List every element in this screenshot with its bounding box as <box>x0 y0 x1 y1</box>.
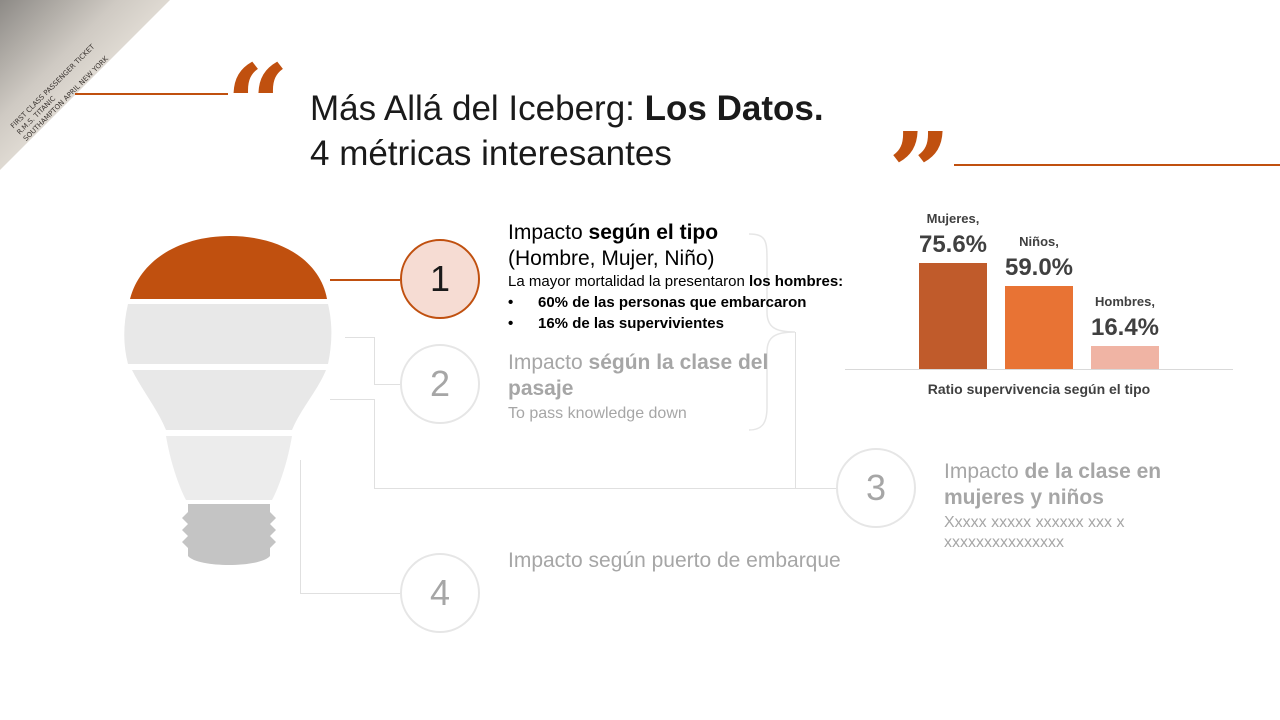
title-normal: Más Allá del Iceberg: <box>310 89 645 128</box>
bulb-fourth-segment <box>166 436 292 500</box>
open-quote-icon: “ <box>226 40 290 169</box>
metric-2-circle[interactable]: 2 <box>400 344 480 424</box>
close-quote-icon: ” <box>888 108 952 237</box>
lightbulb-icon <box>124 236 332 565</box>
metric-2-text: Impacto ségún la clase del pasaje To pas… <box>508 350 778 424</box>
ticket-line: No. 45000 <box>28 117 60 150</box>
bulb-second-segment <box>124 304 332 364</box>
metric-1-bullets: 60% de las personas que embarcaron 16% d… <box>508 292 928 334</box>
metric-number: 4 <box>429 572 451 613</box>
connector-1 <box>330 279 400 281</box>
metric-1-heading-line2: (Hombre, Mujer, Niño) <box>508 247 715 270</box>
connector-bracket-v <box>795 332 796 488</box>
connector-4b <box>300 593 400 594</box>
metric-1-text: Impacto según el tipo (Hombre, Mujer, Ni… <box>508 220 928 334</box>
list-item: 60% de las personas que embarcaron <box>508 292 928 313</box>
bar <box>1005 285 1073 369</box>
heading-bold: ségún la clase del pasaje <box>508 351 769 400</box>
ticket-image: FIRST CLASS PASSENGER TICKET R.M.S. TITA… <box>0 0 170 170</box>
metric-3-circle[interactable]: 3 <box>836 448 916 528</box>
heading-bold: según el tipo <box>588 221 719 244</box>
ticket-text: FIRST CLASS PASSENGER TICKET R.M.S. TITA… <box>9 0 169 150</box>
bulb-top-segment <box>130 236 327 299</box>
ticket-line: R.M.S. TITANIC <box>15 94 58 137</box>
connector-4a <box>300 460 301 594</box>
bar-value-label: 16.4% <box>1090 313 1160 341</box>
bar-value-label: 75.6% <box>918 230 988 258</box>
page-title: Más Allá del Iceberg: Los Datos. 4 métri… <box>310 86 824 176</box>
title-subtitle: 4 métricas interesantes <box>310 134 672 173</box>
heading-normal: Impacto <box>508 351 589 374</box>
metric-2-heading: Impacto ségún la clase del pasaje <box>508 350 778 402</box>
bar-category-label: Niños, <box>1019 233 1059 249</box>
connector-3a <box>330 399 375 400</box>
desc-normal: La mayor mortalidad la presentaron <box>508 273 749 290</box>
metric-number: 1 <box>429 258 451 299</box>
metric-2-sub: To pass knowledge down <box>508 405 687 422</box>
connector-3c <box>374 488 836 489</box>
bar <box>1091 345 1159 369</box>
ticket-line: SOUTHAMPTON APRIL NEW YORK <box>21 54 110 143</box>
connector-2a <box>345 337 375 338</box>
metric-1-description: La mayor mortalidad la presentaron los h… <box>508 272 928 292</box>
connector-2c <box>374 384 400 385</box>
list-item: 16% de las supervivientes <box>508 313 928 334</box>
heading-normal: Impacto <box>944 460 1025 483</box>
metric-1-circle[interactable]: 1 <box>400 239 480 319</box>
metric-3-sub: Xxxxx xxxxx xxxxxx xxx x xxxxxxxxxxxxxxx <box>944 514 1125 551</box>
title-bold: Los Datos. <box>644 89 824 128</box>
connector-2b <box>374 337 375 385</box>
metric-number: 3 <box>865 467 887 508</box>
metric-1-heading: Impacto según el tipo <box>508 220 928 246</box>
bulb-base-screw <box>182 504 276 565</box>
bar-category-label: Mujeres, <box>926 210 980 226</box>
bar-category-label: Hombres, <box>1095 293 1155 309</box>
bar <box>919 262 987 369</box>
chart-title: Ratio supervivencia según el tipo <box>927 381 1151 397</box>
metric-3-text: Impacto de la clase en mujeres y niños X… <box>944 459 1204 553</box>
metric-number: 2 <box>429 363 451 404</box>
bar-value-label: 59.0% <box>1004 253 1074 281</box>
metric-4-heading: Impacto según puerto de embarque <box>508 549 841 572</box>
metric-4-circle[interactable]: 4 <box>400 553 480 633</box>
bulb-third-segment <box>132 370 326 430</box>
desc-bold: los hombres: <box>748 273 844 290</box>
heading-bold: de la clase en mujeres y niños <box>944 460 1162 509</box>
connector-3b <box>374 399 375 488</box>
metric-3-heading: Impacto de la clase en mujeres y niños <box>944 459 1204 511</box>
chart-baseline <box>845 369 1233 370</box>
header-line-left <box>75 93 228 95</box>
heading-normal: Impacto <box>508 221 589 244</box>
header-line-right <box>954 164 1280 166</box>
